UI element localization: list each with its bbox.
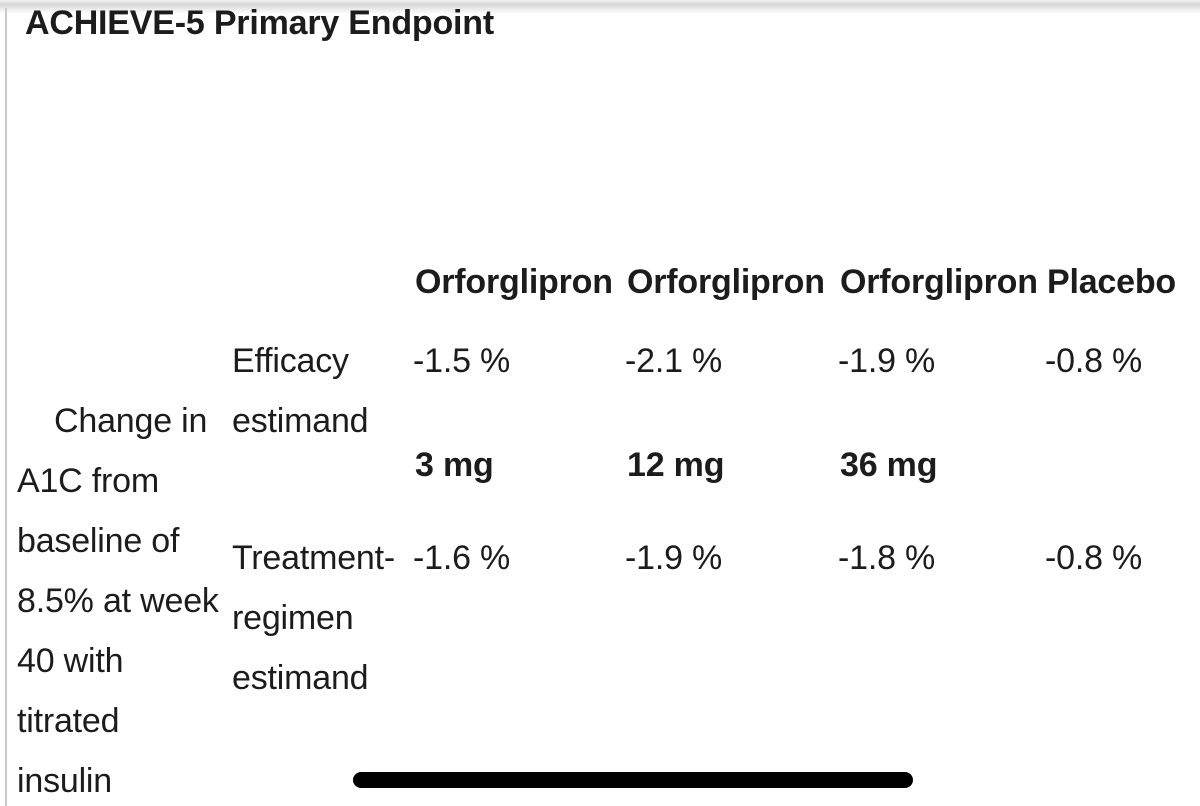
row-label-treatment-regimen-estimand: Treatment- regimen estimand <box>232 539 396 697</box>
column-header-dose: 12 mg <box>627 446 725 484</box>
column-header-orforglipron-12mg: Orforglipron 12 mg <box>627 130 825 618</box>
column-header-placebo: Placebo <box>1047 130 1176 557</box>
row-label-efficacy-estimand: Efficacy estimand <box>232 342 369 440</box>
row-header-endpoint-description: Change in A1C from baseline of 8.5% at w… <box>17 331 219 806</box>
column-header-drug: Orforglipron <box>840 263 1038 301</box>
value-efficacy-12mg: -2.1 % <box>625 342 723 380</box>
value-treatment-12mg: -1.9 % <box>625 539 723 577</box>
column-header-orforglipron-36mg: Orforglipron 36 mg <box>840 130 1038 618</box>
column-header-drug: Placebo <box>1047 263 1176 301</box>
value-treatment-36mg: -1.8 % <box>838 539 936 577</box>
column-header-dose: 36 mg <box>840 446 938 484</box>
page-title: ACHIEVE-5 Primary Endpoint <box>25 4 494 42</box>
endpoint-description-text: Change in A1C from baseline of 8.5% at w… <box>17 402 219 800</box>
value-efficacy-36mg: -1.9 % <box>838 342 936 380</box>
value-efficacy-placebo: -0.8 % <box>1045 342 1143 380</box>
horizontal-scrollbar-thumb[interactable] <box>353 772 913 788</box>
column-header-drug: Orforglipron <box>415 263 613 301</box>
column-header-dose: 3 mg <box>415 446 494 484</box>
left-border-line <box>5 8 7 806</box>
value-efficacy-3mg: -1.5 % <box>413 342 511 380</box>
value-treatment-placebo: -0.8 % <box>1045 539 1143 577</box>
top-edge-shadow <box>0 0 1200 14</box>
value-treatment-3mg: -1.6 % <box>413 539 511 577</box>
column-header-orforglipron-3mg: Orforglipron 3 mg <box>415 130 613 618</box>
column-header-drug: Orforglipron <box>627 263 825 301</box>
